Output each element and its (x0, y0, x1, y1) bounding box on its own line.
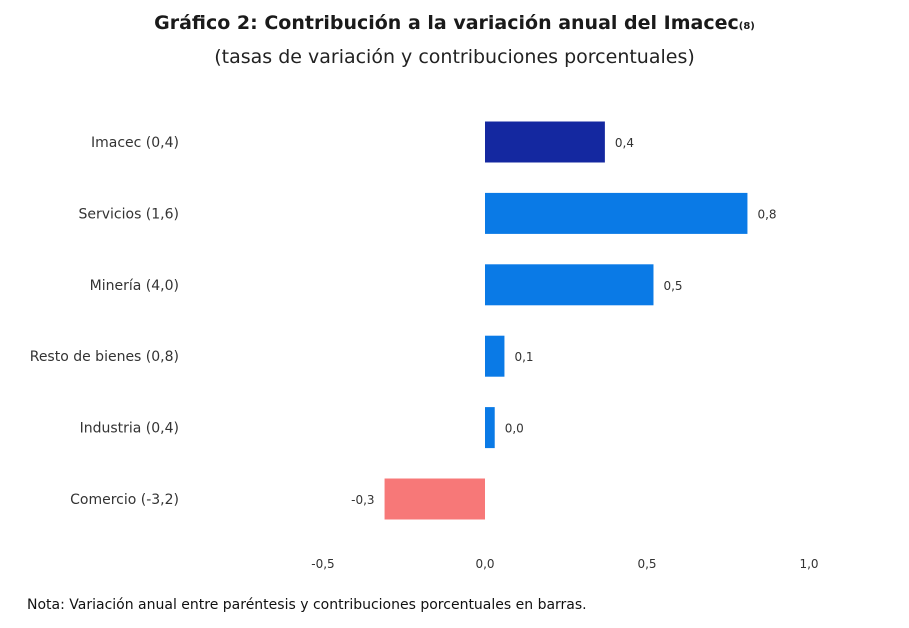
bar-4 (485, 407, 495, 449)
bar-0 (485, 121, 605, 163)
data-label-1: 0,8 (757, 207, 776, 221)
bar-1 (485, 192, 748, 234)
category-label-4: Industria (0,4) (80, 421, 179, 437)
data-label-2: 0,5 (663, 279, 682, 293)
data-label-0: 0,4 (615, 136, 634, 150)
bar-5 (384, 478, 485, 520)
data-label-3: 0,1 (514, 350, 533, 364)
bar-3 (485, 335, 505, 377)
category-label-3: Resto de bienes (0,8) (30, 349, 179, 365)
category-label-2: Minería (4,0) (90, 278, 179, 294)
title-footnote-marker: (8) (738, 21, 755, 32)
x-tick-label-0: -0,5 (311, 557, 334, 571)
chart-subtitle: (tasas de variación y contribuciones por… (214, 46, 695, 68)
category-label-0: Imacec (0,4) (91, 135, 179, 151)
chart-title-block: Gráfico 2: Contribución a la variación a… (0, 8, 909, 72)
chart-note: Nota: Variación anual entre paréntesis y… (27, 597, 587, 613)
data-label-4: 0,0 (505, 422, 524, 436)
bar-2 (485, 264, 654, 306)
category-label-5: Comercio (-3,2) (70, 492, 179, 508)
data-label-5: -0,3 (351, 493, 374, 507)
x-tick-label-2: 0,5 (637, 557, 656, 571)
x-tick-label-1: 0,0 (475, 557, 494, 571)
x-tick-label-3: 1,0 (799, 557, 818, 571)
category-label-1: Servicios (1,6) (78, 206, 179, 222)
chart-title: Gráfico 2: Contribución a la variación a… (154, 12, 739, 34)
